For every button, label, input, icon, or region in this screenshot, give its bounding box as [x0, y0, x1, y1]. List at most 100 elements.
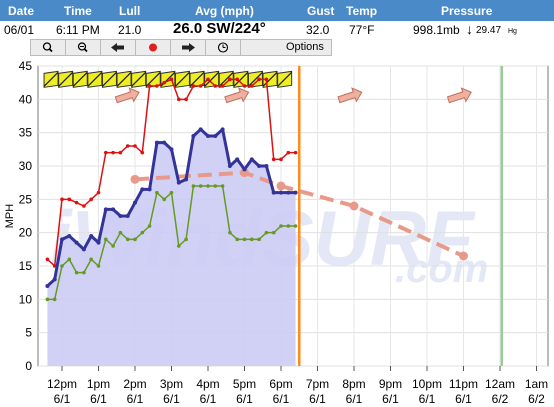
- avg-point: [213, 134, 218, 138]
- gust-point: [250, 84, 254, 88]
- wind-barbs: [43, 70, 293, 88]
- lull-point: [213, 184, 218, 188]
- back-arrow-icon: [111, 43, 124, 52]
- x-tick-date: 6/1: [382, 392, 399, 406]
- marker-lines: [298, 66, 504, 366]
- gust-point: [198, 84, 203, 88]
- x-tick-time: 8pm: [342, 377, 365, 391]
- record-button[interactable]: [136, 40, 171, 55]
- gust-point: [206, 77, 210, 82]
- x-tick-time: 9pm: [379, 377, 402, 391]
- col-pressure: Pressure: [441, 4, 493, 18]
- forecast-arrow: [114, 87, 140, 104]
- y-tick-label: 45: [19, 59, 33, 73]
- back-button[interactable]: [101, 40, 136, 55]
- gust-point: [264, 77, 269, 82]
- avg-fill-area: [47, 129, 296, 366]
- gust-point: [96, 190, 101, 195]
- gust-point: [125, 144, 130, 148]
- avg-point: [249, 157, 254, 162]
- lull-point: [228, 230, 232, 235]
- y-tick-label: 15: [19, 259, 33, 273]
- x-tick-date: 6/1: [236, 392, 253, 406]
- avg-point: [242, 167, 247, 172]
- avg-point: [52, 277, 57, 282]
- forecast-arrow: [224, 87, 250, 104]
- avg-point: [271, 190, 276, 195]
- wind-barb-stroke: [145, 71, 161, 87]
- col-gust: Gust: [307, 4, 335, 18]
- y-axis-label: MPH: [4, 204, 16, 229]
- gust-point: [111, 150, 115, 155]
- lull-point: [133, 237, 137, 242]
- value-gust: 32.0: [306, 23, 330, 37]
- col-avg: Avg (mph): [195, 4, 254, 18]
- value-pressure-hg-unit: Hg: [508, 28, 517, 35]
- wind-barb-stroke: [87, 71, 103, 87]
- gust-point: [104, 150, 108, 155]
- wind-barb-stroke: [116, 71, 132, 87]
- col-date: Date: [8, 4, 35, 18]
- gust-point: [191, 84, 196, 88]
- avg-point: [235, 157, 240, 162]
- lull-point: [52, 297, 57, 302]
- avg-point: [74, 240, 79, 245]
- gust-point: [169, 77, 174, 82]
- x-tick-time: 7pm: [306, 377, 329, 391]
- gust-point: [213, 84, 218, 88]
- value-temp: 77°F: [349, 23, 375, 37]
- clock-button[interactable]: [206, 40, 241, 55]
- value-avg: 26.0 SW/224°: [173, 20, 266, 37]
- avg-point: [191, 134, 196, 138]
- avg-point: [81, 247, 86, 252]
- avg-point: [198, 127, 203, 132]
- gust-point: [286, 150, 291, 155]
- lull-point: [198, 184, 203, 188]
- avg-point: [140, 187, 145, 192]
- lull-point: [191, 184, 196, 188]
- value-date: 06/01: [4, 23, 35, 37]
- y-tick-label: 40: [19, 92, 33, 106]
- gust-point: [89, 197, 93, 202]
- gust-point: [162, 80, 166, 85]
- gust-point: [271, 157, 276, 162]
- zoom-out-button[interactable]: [66, 40, 101, 55]
- lull-point: [104, 237, 108, 242]
- x-tick-time: 11pm: [449, 377, 478, 391]
- x-tick-date: 6/1: [90, 392, 107, 406]
- lull-point: [184, 237, 188, 242]
- gust-point: [118, 150, 123, 155]
- zoom-in-button[interactable]: [31, 40, 66, 55]
- x-tick-date: 6/1: [346, 392, 363, 406]
- avg-point: [147, 187, 152, 192]
- lull-point: [169, 190, 174, 195]
- lull-point: [264, 230, 269, 235]
- lull-point: [279, 224, 283, 228]
- value-pressure: 998.1mb: [413, 23, 460, 37]
- avg-point: [133, 200, 137, 205]
- x-tick-time: 1pm: [87, 377, 110, 391]
- avg-point: [45, 284, 50, 288]
- options-button[interactable]: Options: [286, 41, 324, 53]
- x-tick-date: 6/1: [163, 392, 180, 406]
- avg-fill: [47, 129, 296, 366]
- lull-point: [242, 237, 247, 242]
- gust-point: [184, 97, 188, 102]
- lull-point: [206, 184, 210, 188]
- lull-point: [67, 257, 72, 262]
- avg-point: [125, 214, 130, 218]
- gust-point: [67, 197, 72, 202]
- avg-point: [169, 147, 174, 152]
- x-tick-date: 6/2: [492, 392, 509, 406]
- header-bar: Date Time Lull Avg (mph) Gust Temp Press…: [0, 0, 554, 21]
- gust-point: [279, 157, 283, 162]
- lull-point: [235, 237, 239, 242]
- lull-point: [82, 270, 86, 275]
- avg-point: [96, 240, 101, 245]
- forward-button[interactable]: [171, 40, 206, 55]
- record-icon: [149, 43, 157, 52]
- lull-point: [177, 244, 181, 248]
- wind-barb-stroke: [72, 71, 88, 87]
- gust-point: [235, 77, 239, 82]
